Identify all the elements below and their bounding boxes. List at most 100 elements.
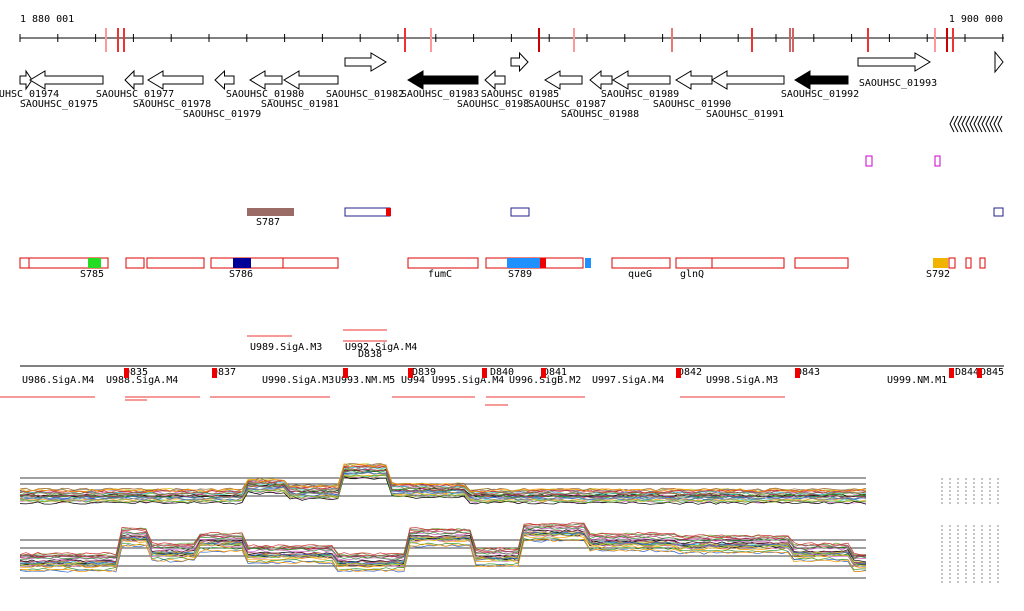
- gene-label: SAOUHSC_01981: [261, 99, 339, 110]
- gene-arrow: [985, 115, 991, 133]
- segment-mark: [795, 368, 800, 378]
- segment-label: D838: [358, 349, 382, 360]
- marker: [865, 155, 873, 167]
- segment-mark: [482, 368, 487, 378]
- segment-label: U992.SigA.M4: [345, 342, 417, 353]
- gene-arrow: [510, 51, 529, 73]
- segment-mark: [949, 368, 954, 378]
- gene-label: SAOUHSC_01988: [561, 109, 639, 120]
- gene-arrow: [973, 115, 979, 133]
- segment-mark: [541, 368, 546, 378]
- expression-line: [19, 533, 867, 567]
- segment-mark: [977, 368, 982, 378]
- expression-line: [19, 531, 867, 565]
- segment-mark: [676, 368, 681, 378]
- ruler-start: 1 880 001: [20, 14, 74, 25]
- feature: [794, 257, 849, 269]
- feature: [993, 207, 1004, 217]
- segment-label: U994: [401, 375, 425, 386]
- feature-label: glnQ: [680, 269, 704, 280]
- feature: [386, 208, 391, 216]
- gene-label: SAOUHSC_01991: [706, 109, 784, 120]
- segment-label: D845: [980, 367, 1004, 378]
- gene-arrow: [147, 70, 204, 90]
- gene-label: SAOUHSC_01989: [601, 89, 679, 100]
- feature: [28, 257, 109, 269]
- gene-arrow: [953, 115, 959, 133]
- gene-arrow: [994, 50, 1004, 74]
- feature-label: queG: [628, 269, 652, 280]
- feature-label: S786: [229, 269, 253, 280]
- segment-label: U996.SigB.M2: [509, 375, 581, 386]
- feature: [146, 257, 205, 269]
- gene-arrow: [957, 115, 963, 133]
- gene-label: SAOUHSC_01990: [653, 99, 731, 110]
- expression-line: [19, 533, 867, 567]
- gene-arrow: [407, 70, 479, 90]
- segment-label: U989.SigA.M3: [250, 342, 322, 353]
- segment-label: D840: [490, 367, 514, 378]
- gene-label: SAOUHSC_01993: [859, 78, 937, 89]
- gene-label: SAOUHSC_01979: [183, 109, 261, 120]
- gene-arrow: [977, 115, 983, 133]
- gene-label: SAOUHSC_01982: [326, 89, 404, 100]
- gene-label: SAOUHSC_01983: [401, 89, 479, 100]
- feature: [611, 257, 671, 269]
- gene-label: SAOUHSC_01980: [226, 89, 304, 100]
- expression-line: [19, 472, 867, 501]
- gene-arrow: [711, 70, 785, 90]
- gene-label: SAOUHSC_01985: [481, 89, 559, 100]
- gene-arrow: [949, 115, 955, 133]
- expression-line: [19, 469, 867, 498]
- gene-label: SAOUHSC_01977: [96, 89, 174, 100]
- gene-arrow: [589, 69, 613, 91]
- gene-arrow: [969, 115, 975, 133]
- segment-label: U990.SigA.M3: [262, 375, 334, 386]
- feature: [933, 258, 948, 268]
- segment-label: D843: [796, 367, 820, 378]
- feature-label: S785: [80, 269, 104, 280]
- segment-mark: [124, 368, 129, 378]
- gene-arrow: [997, 115, 1003, 133]
- gene-arrow: [993, 115, 999, 133]
- gene-arrow: [544, 70, 583, 90]
- feature: [948, 257, 956, 269]
- gene-label: SAOUHSC_01992: [781, 89, 859, 100]
- feature: [233, 258, 251, 268]
- feature: [344, 207, 391, 217]
- gene-label: SAOUHSC_01975: [20, 99, 98, 110]
- feature: [125, 257, 145, 269]
- feature: [711, 257, 785, 269]
- gene-label: SAOUHSC_01978: [133, 99, 211, 110]
- gene-label: SAOUHSC_0198: [457, 99, 529, 110]
- feature-label: fumC: [428, 269, 452, 280]
- feature: [407, 257, 479, 269]
- segment-label: U986.SigA.M4: [22, 375, 94, 386]
- expression-line: [19, 538, 867, 573]
- segment-label: D839: [412, 367, 436, 378]
- feature: [965, 257, 972, 269]
- feature: [247, 208, 294, 216]
- segment-label: D844: [955, 367, 979, 378]
- segment-label: U997.SigA.M4: [592, 375, 664, 386]
- expression-line: [19, 537, 867, 571]
- feature: [585, 258, 591, 268]
- gene-arrow: [283, 70, 339, 90]
- segment-label: U988.SigA.M4: [106, 375, 178, 386]
- gene-label: SAOUHSC_01987: [528, 99, 606, 110]
- segment-mark: [343, 368, 348, 378]
- expression-line: [19, 463, 867, 492]
- segment-label: U998.SigA.M3: [706, 375, 778, 386]
- feature-label: S787: [256, 217, 280, 228]
- feature: [507, 258, 540, 268]
- expression-line: [19, 466, 867, 495]
- gene-arrow: [484, 69, 506, 91]
- feature: [88, 258, 101, 268]
- segment-label: D841: [543, 367, 567, 378]
- gene-arrow: [857, 52, 931, 72]
- gene-arrow: [675, 70, 713, 90]
- feature-label: S792: [926, 269, 950, 280]
- expression-line: [19, 463, 867, 493]
- gene-arrow: [29, 70, 104, 90]
